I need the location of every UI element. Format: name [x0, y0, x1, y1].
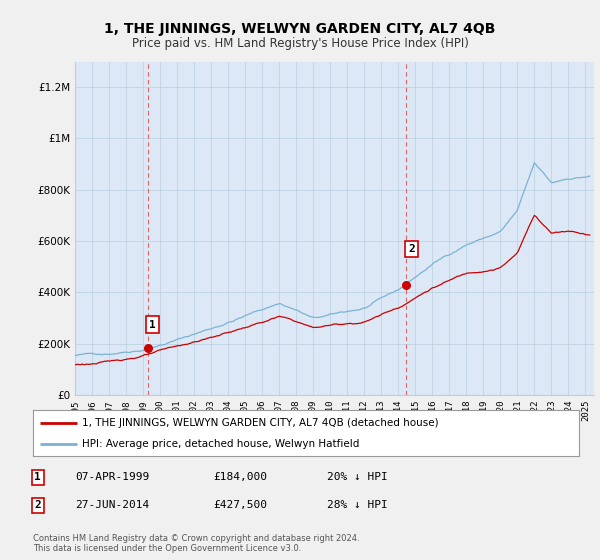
Text: 2: 2: [34, 500, 41, 510]
Text: 1, THE JINNINGS, WELWYN GARDEN CITY, AL7 4QB: 1, THE JINNINGS, WELWYN GARDEN CITY, AL7…: [104, 22, 496, 36]
Text: HPI: Average price, detached house, Welwyn Hatfield: HPI: Average price, detached house, Welw…: [82, 439, 359, 449]
Text: 20% ↓ HPI: 20% ↓ HPI: [327, 472, 388, 482]
Text: £184,000: £184,000: [213, 472, 267, 482]
Text: 28% ↓ HPI: 28% ↓ HPI: [327, 500, 388, 510]
Text: 27-JUN-2014: 27-JUN-2014: [75, 500, 149, 510]
Text: 1, THE JINNINGS, WELWYN GARDEN CITY, AL7 4QB (detached house): 1, THE JINNINGS, WELWYN GARDEN CITY, AL7…: [82, 418, 439, 428]
Text: Contains HM Land Registry data © Crown copyright and database right 2024.
This d: Contains HM Land Registry data © Crown c…: [33, 534, 359, 553]
Point: [143, 343, 152, 352]
Point: [401, 281, 411, 290]
Text: 2: 2: [408, 244, 415, 254]
Text: 1: 1: [149, 320, 156, 330]
Text: £427,500: £427,500: [213, 500, 267, 510]
Text: Price paid vs. HM Land Registry's House Price Index (HPI): Price paid vs. HM Land Registry's House …: [131, 37, 469, 50]
Text: 07-APR-1999: 07-APR-1999: [75, 472, 149, 482]
Text: 1: 1: [34, 472, 41, 482]
